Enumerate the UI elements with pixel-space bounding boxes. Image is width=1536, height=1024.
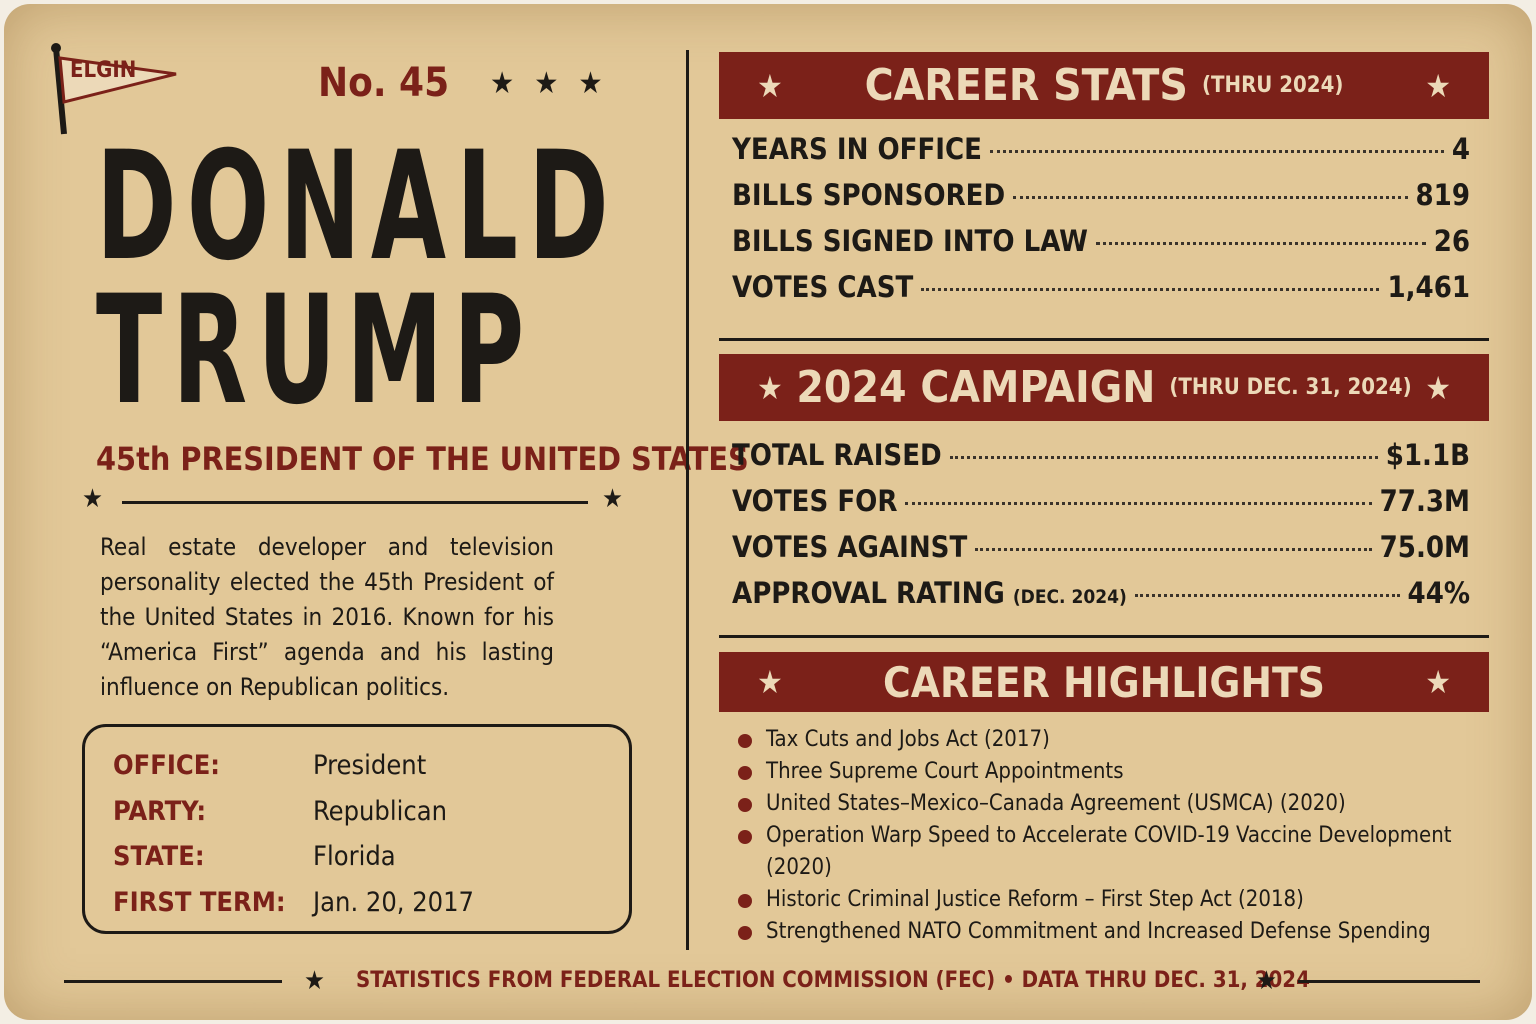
info-label: STATE:	[113, 841, 205, 873]
banner: ★ CAREER STATS (THRU 2024) ★	[719, 52, 1489, 119]
stat-row: VOTES AGAINST 75.0M	[732, 530, 1470, 576]
star: ★	[1256, 966, 1277, 996]
highlights: Tax Cuts and Jobs Act (2017) Three Suprem…	[736, 724, 1456, 948]
highlight-item: Strengthened NATO Commitment and Increas…	[736, 916, 1456, 948]
leader	[921, 288, 1380, 291]
stat-label: BILLS SPONSORED	[732, 178, 1006, 212]
stat-label: YEARS IN OFFICE	[732, 132, 982, 166]
highlight-item: United States–Mexico–Canada Agreement (U…	[736, 788, 1456, 820]
stat-row: YEARS IN OFFICE 4	[732, 132, 1470, 178]
stat-value: 77.3M	[1379, 484, 1470, 518]
leader	[975, 548, 1372, 551]
stat-row: TOTAL RAISED $1.1B	[732, 438, 1470, 484]
section-note: (THRU DEC. 31, 2024)	[1169, 375, 1412, 400]
first-name: DONALD	[96, 120, 619, 294]
info-box: OFFICE: President PARTY: Republican STATE: Fl…	[82, 724, 632, 934]
stat-label: VOTES AGAINST	[732, 530, 968, 564]
section-note: (THRU 2024)	[1201, 73, 1344, 98]
stat-value: 819	[1415, 178, 1470, 212]
stat-label: BILLS SIGNED INTO LAW	[732, 224, 1088, 258]
divider	[122, 501, 588, 504]
column-divider	[686, 50, 689, 950]
info-label: OFFICE:	[113, 750, 221, 782]
stat-value: 1,461	[1387, 270, 1470, 304]
rule	[1298, 980, 1480, 983]
last-name: TRUMP	[96, 264, 535, 438]
star: ★	[602, 484, 623, 514]
stat-value: 4	[1451, 132, 1470, 166]
leader	[989, 150, 1444, 153]
highlight-item: Historic Criminal Justice Reform – First…	[736, 884, 1456, 916]
rule	[64, 980, 282, 983]
info-value: Florida	[313, 841, 396, 873]
info-row: FIRST TERM: Jan. 20, 2017	[113, 880, 601, 926]
star: ★	[304, 966, 325, 996]
leader	[1013, 196, 1408, 199]
stat-value: 75.0M	[1379, 530, 1470, 564]
rule	[719, 635, 1489, 638]
info-row: OFFICE: President	[113, 743, 601, 789]
section-title: 2024 CAMPAIGN	[796, 362, 1156, 413]
stat-value: 26	[1433, 224, 1470, 258]
card-number: No. 45	[318, 60, 450, 106]
stat-value: 44%	[1407, 576, 1470, 610]
stat-row: BILLS SIGNED INTO LAW 26	[732, 224, 1470, 270]
rule	[719, 338, 1489, 341]
info-label: PARTY:	[113, 795, 207, 827]
section-title: CAREER STATS	[864, 60, 1188, 111]
stat-label: APPROVAL RATING	[732, 576, 1005, 610]
section-title: CAREER HIGHLIGHTS	[882, 657, 1325, 707]
highlight-item: Tax Cuts and Jobs Act (2017)	[736, 724, 1456, 756]
info-value: Republican	[313, 795, 447, 827]
subtitle: 45th PRESIDENT OF THE UNITED STATES	[96, 440, 749, 478]
banner: ★ CAREER HIGHLIGHTS ★	[719, 652, 1489, 712]
stat-row: BILLS SPONSORED 819	[732, 178, 1470, 224]
highlight-item: Three Supreme Court Appointments	[736, 756, 1456, 788]
leader	[1095, 242, 1426, 245]
stat-label: VOTES CAST	[732, 270, 914, 304]
leader	[949, 456, 1378, 459]
stats-rows: YEARS IN OFFICE 4 BILLS SPONSORED 819 BILLS …	[732, 132, 1470, 316]
brand: ELGIN	[70, 58, 137, 83]
highlight-item: Operation Warp Speed to Accelerate COVID…	[736, 820, 1456, 884]
pennant	[51, 43, 177, 135]
stars: ★★★	[490, 66, 623, 101]
stat-label: VOTES FOR	[732, 484, 898, 518]
footer: STATISTICS FROM FEDERAL ELECTION COMMISS…	[356, 968, 1310, 993]
campaign-rows: TOTAL RAISED $1.1B VOTES FOR 77.3M VOTES AGA…	[732, 438, 1470, 622]
stat-label: TOTAL RAISED	[732, 438, 942, 472]
bio: Real estate developer and television per…	[100, 533, 554, 701]
card: ELGIN No. 45 ★★★ DONALD TRUMP 45th PRESI…	[4, 4, 1532, 1020]
banner: ★ 2024 CAMPAIGN (THRU DEC. 31, 2024) ★	[719, 354, 1489, 421]
stat-note: (DEC. 2024)	[1012, 586, 1127, 608]
info-row: STATE: Florida	[113, 834, 601, 880]
info-value: Jan. 20, 2017	[313, 886, 474, 918]
stat-row: APPROVAL RATING (DEC. 2024) 44%	[732, 576, 1470, 622]
star: ★	[82, 484, 103, 514]
info-row: PARTY: Republican	[113, 789, 601, 835]
leader	[1134, 594, 1400, 597]
info-label: FIRST TERM:	[113, 886, 286, 918]
stat-row: VOTES CAST 1,461	[732, 270, 1470, 316]
info-value: President	[313, 750, 427, 782]
stat-row: VOTES FOR 77.3M	[732, 484, 1470, 530]
leader	[905, 502, 1372, 505]
stat-value: $1.1B	[1385, 438, 1470, 472]
